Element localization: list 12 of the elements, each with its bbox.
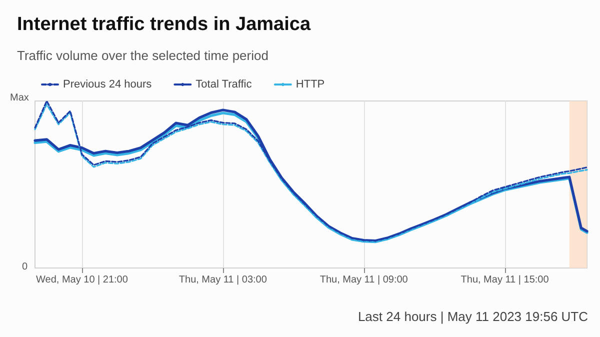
chart-subtitle: Traffic volume over the selected time period xyxy=(17,48,268,63)
x-tick-label: Thu, May 11 | 15:00 xyxy=(460,274,550,286)
x-tick-label: Thu, May 11 | 03:00 xyxy=(178,274,268,286)
text: Last 24 hours | May 11 2023 19:56 UTC xyxy=(358,309,588,324)
x-tick-label: Thu, May 11 | 09:00 xyxy=(320,274,408,286)
legend-label: Total Traffic xyxy=(196,78,252,90)
text: 0 xyxy=(22,262,28,272)
text: Max xyxy=(10,92,29,104)
x-tick-label: Wed, May 10 | 21:00 xyxy=(36,274,128,286)
legend-label: Previous 24 hours xyxy=(63,78,152,90)
chart-title: Internet traffic trends in Jamaica xyxy=(17,14,311,35)
legend-label: HTTP xyxy=(296,78,325,90)
